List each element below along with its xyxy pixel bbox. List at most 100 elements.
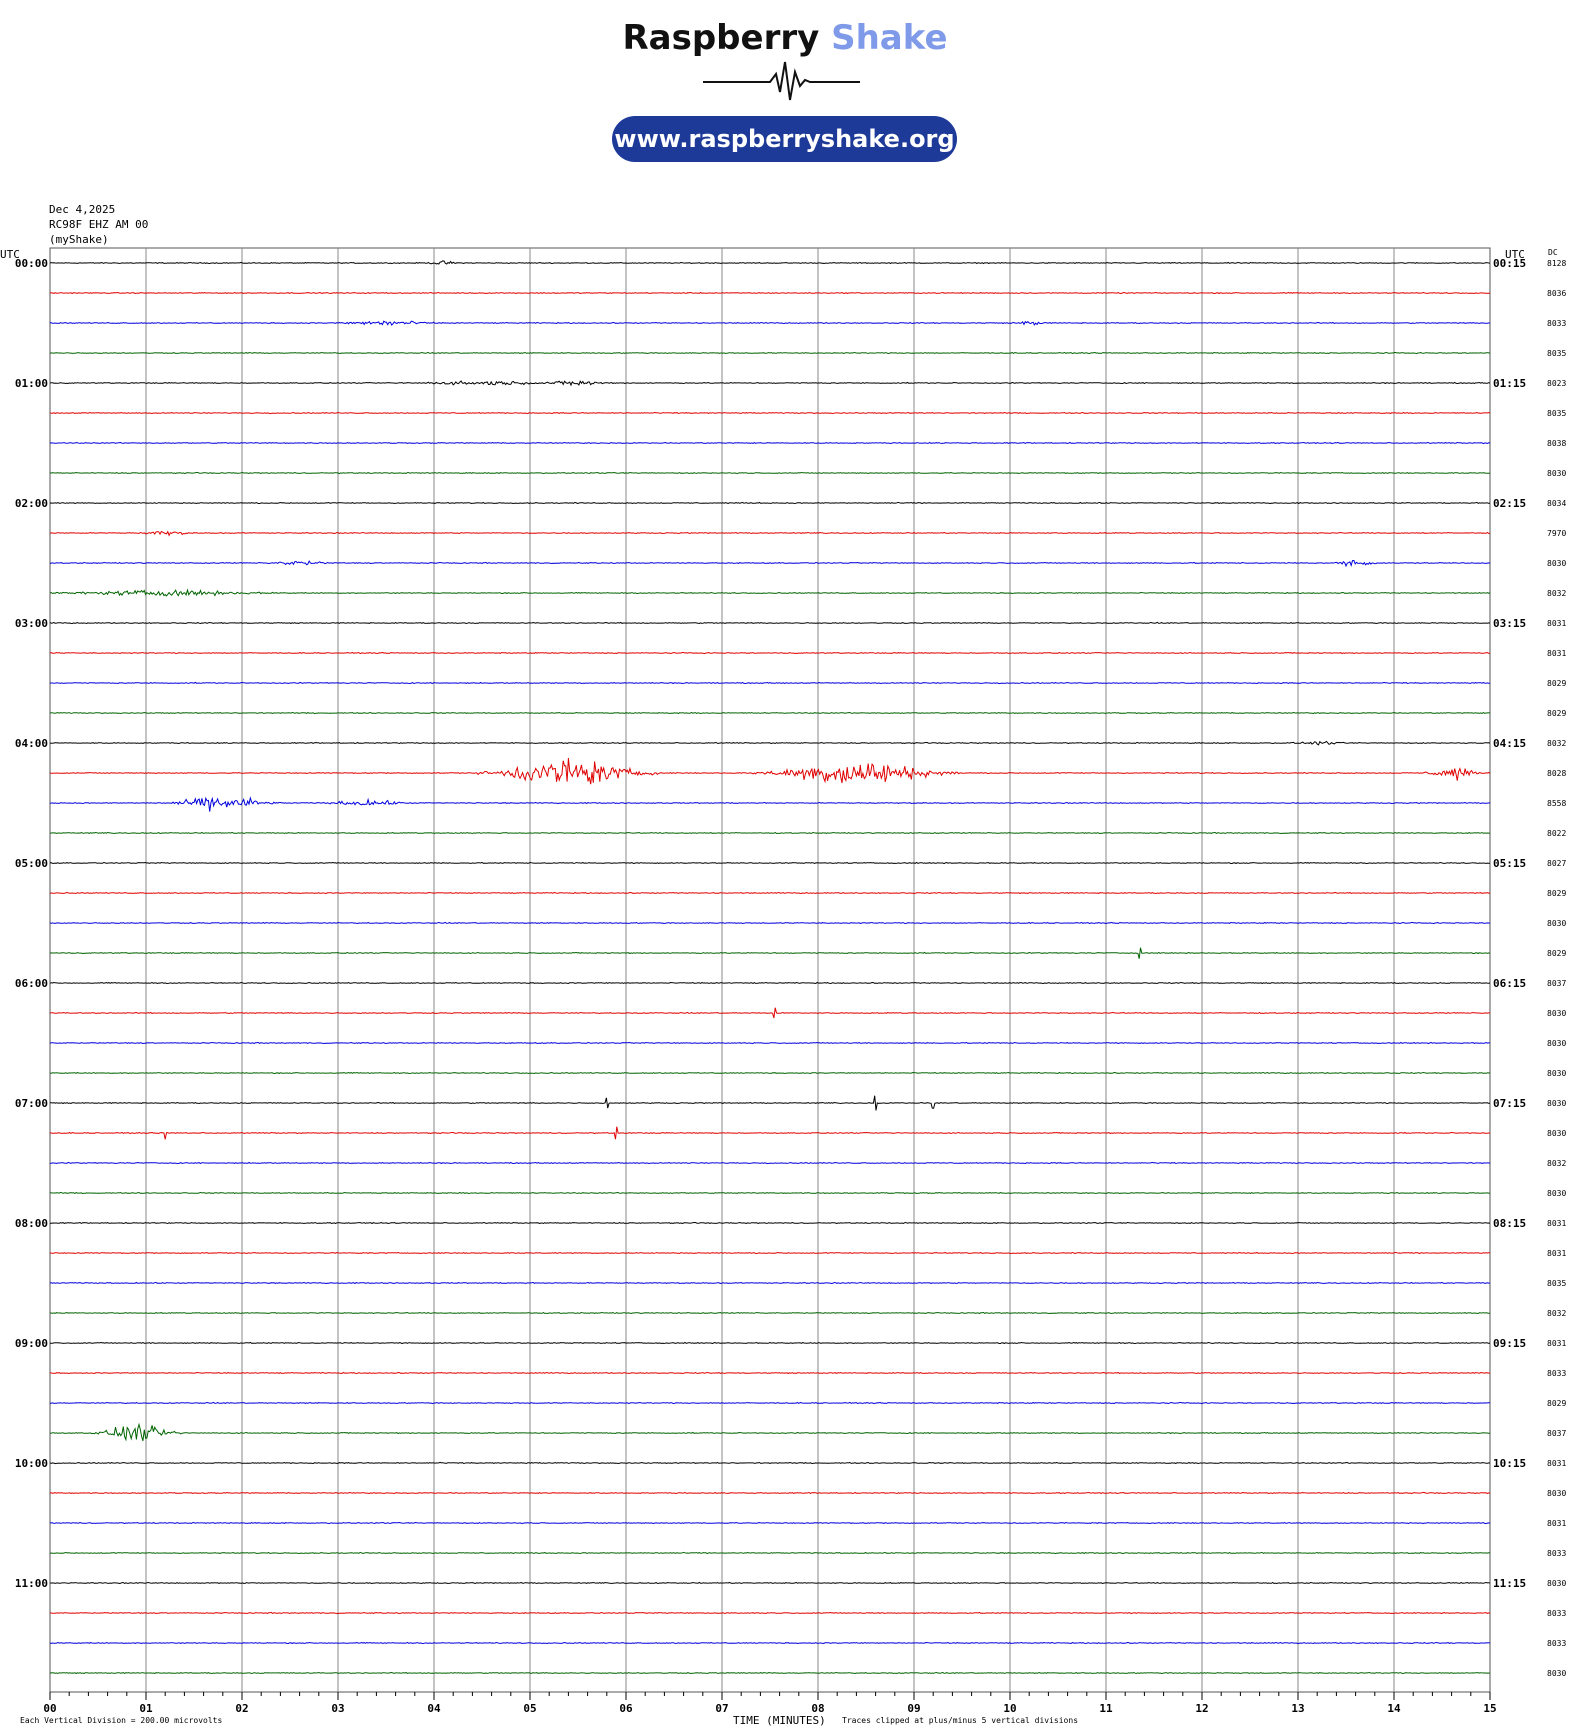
left-hour-label: 04:00 [15,737,48,750]
dc-value: 8033 [1547,319,1566,328]
x-tick-label: 06 [619,1702,633,1715]
seismic-trace [49,651,1491,655]
seismic-trace [49,1007,1490,1019]
x-tick-label: 01 [139,1702,153,1715]
left-hour-label: 00:00 [15,257,48,270]
seismic-trace [50,1371,1491,1375]
dc-value: 8037 [1547,979,1566,988]
seismic-trace [49,1422,1491,1442]
seismic-trace [49,530,1491,537]
footer-scale-note: Each Vertical Division = 200.00 microvol… [20,1716,222,1725]
seismic-trace [49,621,1491,625]
seismic-trace [50,1095,1491,1111]
left-hour-label: 02:00 [15,497,48,510]
x-tick-label: 10 [1003,1702,1016,1715]
dc-value: 8030 [1547,919,1566,928]
dc-value: 8031 [1547,619,1566,628]
dc-value: 8032 [1547,739,1566,748]
seismic-trace [49,1461,1491,1465]
dc-value: 8031 [1547,1219,1566,1228]
logo-title: Raspberry Shake [0,18,1570,58]
right-hour-label: 09:15 [1493,1337,1526,1350]
seismic-trace [49,351,1491,355]
dc-value: 8033 [1547,1549,1566,1558]
x-tick-label: 03 [331,1702,344,1715]
footer-clip-note: Traces clipped at plus/minus 5 vertical … [842,1716,1078,1725]
x-tick-label: 14 [1387,1702,1401,1715]
header-date: Dec 4,2025 [49,203,116,216]
seismic-trace [49,1041,1491,1045]
dc-value: 8029 [1547,1399,1566,1408]
dc-value: 8030 [1547,1579,1566,1588]
seismic-trace [49,757,1491,785]
left-hour-label: 05:00 [15,857,48,870]
dc-value: 8030 [1547,1129,1566,1138]
left-hour-label: 10:00 [15,1457,48,1470]
left-hour-label: 11:00 [15,1577,48,1590]
dc-value: 7970 [1547,529,1566,538]
right-hour-label: 08:15 [1493,1217,1526,1230]
right-hour-label: 03:15 [1493,617,1526,630]
logo-url-badge[interactable]: www.raspberryshake.org [612,116,957,162]
seismic-trace [49,1581,1491,1585]
x-tick-label: 15 [1483,1702,1496,1715]
dc-value: 8558 [1547,799,1566,808]
dc-value: 8032 [1547,589,1566,598]
seismic-trace [49,681,1490,685]
x-tick-label: 02 [235,1702,248,1715]
dc-value: 8030 [1547,469,1566,478]
left-hour-label: 06:00 [15,977,48,990]
seismic-trace [49,471,1491,475]
right-hour-label: 01:15 [1493,377,1526,390]
dc-value: 8030 [1547,1069,1566,1078]
seismic-trace [49,588,1491,597]
dc-value: 8038 [1547,439,1566,448]
dc-value: 8034 [1547,499,1566,508]
seismic-trace [50,796,1491,812]
dc-value: 8032 [1547,1309,1566,1318]
seismic-trace [49,891,1491,895]
seismic-trace [49,981,1491,985]
seismic-trace [49,291,1491,295]
left-hour-label: 09:00 [15,1337,48,1350]
dc-value: 8023 [1547,379,1566,388]
dc-value: 8031 [1547,649,1566,658]
dc-value: 8128 [1547,259,1566,268]
x-tick-label: 07 [715,1702,728,1715]
right-hour-label: 11:15 [1493,1577,1526,1590]
seismic-trace [49,740,1491,746]
dc-value: 8030 [1547,1669,1566,1678]
seismic-trace [49,711,1491,715]
dc-value: 8029 [1547,679,1566,688]
right-hour-label: 07:15 [1493,1097,1526,1110]
seismic-trace [49,501,1491,505]
x-tick-label: 04 [427,1702,441,1715]
dc-value: 8033 [1547,1369,1566,1378]
seismic-trace [49,1221,1491,1225]
seismic-trace [50,1071,1491,1075]
dc-value: 8030 [1547,1039,1566,1048]
left-hour-label: 03:00 [15,617,48,630]
left-hour-label: 08:00 [15,1217,48,1230]
right-hour-label: 05:15 [1493,857,1526,870]
seismic-trace [49,1126,1490,1140]
dc-value: 8029 [1547,709,1566,718]
left-hour-label: 07:00 [15,1097,48,1110]
seismic-trace [50,1611,1491,1615]
x-tick-label: 13 [1291,1702,1304,1715]
seismic-trace [50,831,1490,835]
dc-value: 8031 [1547,1459,1566,1468]
dc-value: 8036 [1547,289,1566,298]
dc-value: 8031 [1547,1339,1566,1348]
dc-value: 8022 [1547,829,1566,838]
dc-value: 8029 [1547,889,1566,898]
seismic-trace [49,260,1491,265]
left-hour-label: 01:00 [15,377,48,390]
right-axis-title: UTC [1505,248,1525,261]
seismic-trace [49,861,1490,865]
dc-value: 8027 [1547,859,1566,868]
seismic-trace [49,441,1491,445]
seismic-trace [49,1641,1491,1645]
right-hour-label: 10:15 [1493,1457,1526,1470]
